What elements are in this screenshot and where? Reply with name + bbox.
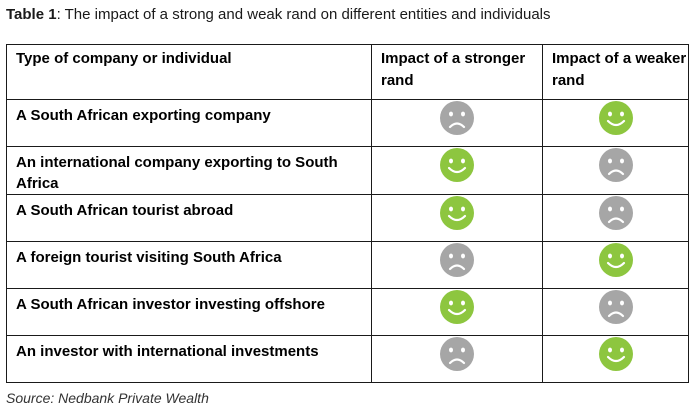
table-header-row: Type of company or individual Impact of … [6,44,689,100]
stronger-impact-cell [371,241,543,289]
table-row: An international company exporting to So… [6,146,689,195]
entity-cell: A South African exporting company [6,99,372,147]
weaker-impact-cell [542,99,689,147]
stronger-impact-cell [371,146,543,195]
header-weaker: Impact of a weaker rand [542,44,689,100]
stronger-impact-cell [371,99,543,147]
sad-face-icon [439,100,475,136]
sad-face-icon [598,147,634,183]
happy-face-icon [598,336,634,372]
happy-face-icon [439,289,475,325]
happy-face-icon [439,195,475,231]
sad-face-icon [598,195,634,231]
header-stronger: Impact of a stronger rand [371,44,543,100]
table-row: A foreign tourist visiting South Africa [6,241,689,289]
table-caption: Table 1: The impact of a strong and weak… [6,6,551,23]
weaker-impact-cell [542,335,689,383]
entity-cell: A foreign tourist visiting South Africa [6,241,372,289]
entity-cell: An international company exporting to So… [6,146,372,195]
weaker-impact-cell [542,194,689,242]
table-row: An investor with international investmen… [6,335,689,383]
weaker-impact-cell [542,288,689,336]
sad-face-icon [439,242,475,278]
table-row: A South African investor investing offsh… [6,288,689,336]
sad-face-icon [439,336,475,372]
impact-table: Type of company or individual Impact of … [6,44,689,383]
table-caption-text: : The impact of a strong and weak rand o… [56,6,551,23]
header-type: Type of company or individual [6,44,372,100]
happy-face-icon [439,147,475,183]
entity-cell: A South African investor investing offsh… [6,288,372,336]
entity-cell: An investor with international investmen… [6,335,372,383]
stronger-impact-cell [371,335,543,383]
sad-face-icon [598,289,634,325]
source-note: Source: Nedbank Private Wealth [6,390,209,406]
table-caption-label: Table 1 [6,6,57,23]
weaker-impact-cell [542,241,689,289]
happy-face-icon [598,242,634,278]
table-row: A South African exporting company [6,99,689,147]
stronger-impact-cell [371,194,543,242]
happy-face-icon [598,100,634,136]
table-row: A South African tourist abroad [6,194,689,242]
entity-cell: A South African tourist abroad [6,194,372,242]
stronger-impact-cell [371,288,543,336]
weaker-impact-cell [542,146,689,195]
